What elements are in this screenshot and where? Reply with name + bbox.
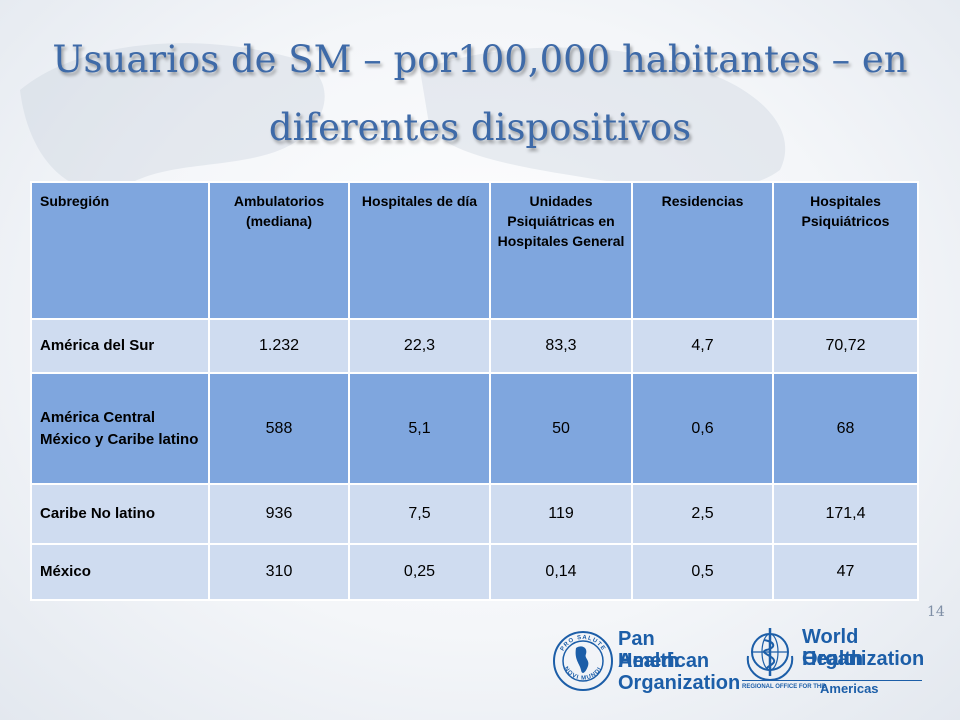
row-label: Caribe No latino bbox=[30, 483, 210, 545]
table-cell: 70,72 bbox=[772, 318, 919, 374]
table-cell: 588 bbox=[208, 372, 350, 485]
table-cell: 5,1 bbox=[348, 372, 491, 485]
paho-seal-icon: PRO SALUTE NOVI MUNDI bbox=[553, 631, 613, 691]
paho-logo: PRO SALUTE NOVI MUNDI Pan American Healt… bbox=[552, 628, 740, 694]
table-cell: 68 bbox=[772, 372, 919, 485]
table-cell: 0,5 bbox=[631, 543, 774, 601]
who-logo: World Health Organization REGIONAL OFFIC… bbox=[742, 624, 925, 698]
header-ambulatorios: Ambulatorios (mediana) bbox=[208, 181, 350, 320]
table-row: México 310 0,25 0,14 0,5 47 bbox=[30, 543, 919, 601]
table-cell: 83,3 bbox=[489, 318, 633, 374]
table-row: Caribe No latino 936 7,5 119 2,5 171,4 bbox=[30, 483, 919, 545]
table-cell: 2,5 bbox=[631, 483, 774, 545]
table-cell: 171,4 bbox=[772, 483, 919, 545]
table-cell: 936 bbox=[208, 483, 350, 545]
table-cell: 310 bbox=[208, 543, 350, 601]
table-cell: 22,3 bbox=[348, 318, 491, 374]
header-residencias: Residencias bbox=[631, 181, 774, 320]
page-number: 14 bbox=[927, 604, 945, 620]
row-label: América Central México y Caribe latino bbox=[30, 372, 210, 485]
table-cell: 1.232 bbox=[208, 318, 350, 374]
paho-name-line1: Pan American bbox=[618, 628, 710, 672]
who-name-line2: Organization bbox=[802, 648, 925, 670]
who-regional-label: REGIONAL OFFICE FOR THE bbox=[742, 684, 826, 690]
header-unidades-psiquiatricas: Unidades Psiquiátricas en Hospitales Gen… bbox=[489, 181, 633, 320]
table-cell: 4,7 bbox=[631, 318, 774, 374]
who-emblem-icon bbox=[746, 628, 794, 682]
table-cell: 7,5 bbox=[348, 483, 491, 545]
paho-name-line2: Health bbox=[618, 650, 680, 672]
header-subregion: Subregión bbox=[30, 181, 210, 320]
who-name-line1: World Health bbox=[802, 626, 864, 670]
users-table: Subregión Ambulatorios (mediana) Hospita… bbox=[30, 181, 919, 601]
table-row: América del Sur 1.232 22,3 83,3 4,7 70,7… bbox=[30, 318, 919, 374]
table-cell: 0,6 bbox=[631, 372, 774, 485]
table-cell: 0,25 bbox=[348, 543, 491, 601]
who-americas-label: Americas bbox=[820, 681, 879, 696]
row-label: América del Sur bbox=[30, 318, 210, 374]
row-label: México bbox=[30, 543, 210, 601]
table-row: América Central México y Caribe latino 5… bbox=[30, 372, 919, 485]
table-header-row: Subregión Ambulatorios (mediana) Hospita… bbox=[30, 181, 919, 320]
header-hospitales-psiquiatricos: Hospitales Psiquiátricos bbox=[772, 181, 919, 320]
table-cell: 47 bbox=[772, 543, 919, 601]
header-hospitales-dia: Hospitales de día bbox=[348, 181, 491, 320]
table-cell: 119 bbox=[489, 483, 633, 545]
paho-name-line3: Organization bbox=[618, 672, 741, 694]
table-cell: 0,14 bbox=[489, 543, 633, 601]
slide-title: Usuarios de SM – por100,000 habitantes –… bbox=[52, 38, 908, 149]
who-divider bbox=[742, 680, 922, 681]
table-cell: 50 bbox=[489, 372, 633, 485]
